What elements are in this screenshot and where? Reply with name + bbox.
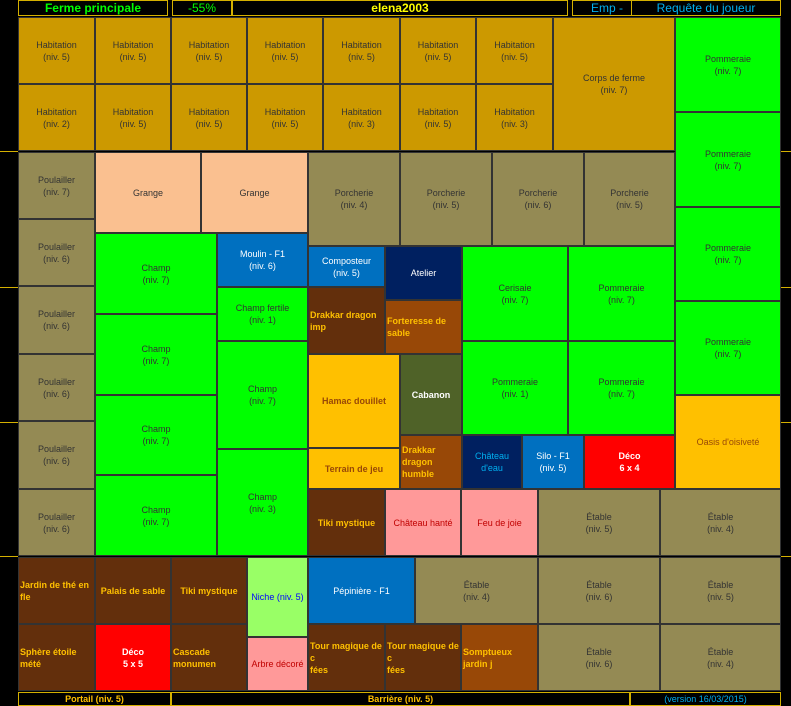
stable-tile[interactable]: Étable (niv. 5) <box>660 557 781 624</box>
deco-tile[interactable]: Sphère étoile mété <box>18 624 95 691</box>
grid-mark <box>781 151 791 152</box>
deco-tile[interactable]: Tiki mystique <box>308 489 385 556</box>
farmhouse-tile[interactable]: Corps de ferme (niv. 7) <box>553 17 675 151</box>
orchard-tile[interactable]: Pommeraie (niv. 7) <box>675 301 781 395</box>
habitation-tile[interactable]: Habitation (niv. 5) <box>95 17 171 84</box>
deco-tile[interactable]: Drakkar dragon imp <box>308 287 385 354</box>
habitation-tile[interactable]: Habitation (niv. 5) <box>18 17 95 84</box>
deco-tile[interactable]: Terrain de jeu <box>308 448 400 489</box>
stable-tile[interactable]: Étable (niv. 4) <box>660 489 781 556</box>
field-tile[interactable]: Champ (niv. 3) <box>217 449 308 556</box>
pigsty-tile[interactable]: Porcherie (niv. 5) <box>400 152 492 246</box>
deco-tile[interactable]: Hamac douillet <box>308 354 400 448</box>
deco-tile[interactable]: Feu de joie <box>461 489 538 556</box>
field-tile[interactable]: Champ (niv. 7) <box>95 314 217 395</box>
stable-tile[interactable]: Étable (niv. 6) <box>538 624 660 691</box>
grid-mark <box>781 422 791 423</box>
orchard-tile[interactable]: Pommeraie (niv. 7) <box>568 341 675 435</box>
chicken-coop-tile[interactable]: Poulailler (niv. 6) <box>18 489 95 556</box>
deco-tile[interactable]: Palais de sable <box>95 557 171 624</box>
field-tile[interactable]: Champ (niv. 7) <box>95 475 217 556</box>
deco-tile[interactable]: Tour magique de c fées <box>308 624 385 691</box>
shed-tile[interactable]: Cabanon <box>400 354 462 435</box>
composter-tile[interactable]: Composteur (niv. 5) <box>308 246 385 287</box>
emp-label: Emp - <box>572 0 642 16</box>
habitation-tile[interactable]: Habitation (niv. 5) <box>476 17 553 84</box>
chicken-coop-tile[interactable]: Poulailler (niv. 6) <box>18 219 95 286</box>
portal-label: Portail (niv. 5) <box>18 692 171 706</box>
workshop-tile[interactable]: Atelier <box>385 246 462 300</box>
player-name: elena2003 <box>232 0 568 16</box>
grid-mark <box>781 287 791 288</box>
barrier-label: Barrière (niv. 5) <box>171 692 630 706</box>
deco-tile[interactable]: Drakkar dragon humble <box>400 435 462 489</box>
deco-tile[interactable]: Cascade monumen <box>171 624 247 691</box>
silo-tile[interactable]: Silo - F1 (niv. 5) <box>522 435 584 489</box>
habitation-tile[interactable]: Habitation (niv. 5) <box>171 84 247 151</box>
water-tower-tile[interactable]: Château d'eau <box>462 435 522 489</box>
farm-title: Ferme principale <box>18 0 168 16</box>
stable-tile[interactable]: Étable (niv. 4) <box>415 557 538 624</box>
chicken-coop-tile[interactable]: Poulailler (niv. 7) <box>18 152 95 219</box>
barn-tile[interactable]: Grange <box>201 152 308 233</box>
pigsty-tile[interactable]: Porcherie (niv. 4) <box>308 152 400 246</box>
pigsty-tile[interactable]: Porcherie (niv. 5) <box>584 152 675 246</box>
field-tile[interactable]: Champ (niv. 7) <box>95 395 217 475</box>
nursery-tile[interactable]: Pépinière - F1 <box>308 557 415 624</box>
orchard-tile[interactable]: Pommeraie (niv. 1) <box>462 341 568 435</box>
player-request-button[interactable]: Requête du joueur <box>631 0 781 16</box>
stable-tile[interactable]: Étable (niv. 4) <box>660 624 781 691</box>
orchard-tile[interactable]: Pommeraie (niv. 7) <box>675 17 781 112</box>
stable-tile[interactable]: Étable (niv. 6) <box>538 557 660 624</box>
habitation-tile[interactable]: Habitation (niv. 2) <box>18 84 95 151</box>
mill-tile[interactable]: Moulin - F1 (niv. 6) <box>217 233 308 287</box>
barn-tile[interactable]: Grange <box>95 152 201 233</box>
deco-tile[interactable]: Oasis d'oisiveté <box>675 395 781 489</box>
habitation-tile[interactable]: Habitation (niv. 5) <box>95 84 171 151</box>
habitation-tile[interactable]: Habitation (niv. 5) <box>247 84 323 151</box>
grid-mark <box>0 422 18 423</box>
stable-tile[interactable]: Étable (niv. 5) <box>538 489 660 556</box>
habitation-tile[interactable]: Habitation (niv. 5) <box>400 84 476 151</box>
cherry-orchard-tile[interactable]: Cerisaie (niv. 7) <box>462 246 568 341</box>
field-tile[interactable]: Champ fertile (niv. 1) <box>217 287 308 341</box>
pigsty-tile[interactable]: Porcherie (niv. 6) <box>492 152 584 246</box>
grid-mark <box>781 556 791 557</box>
grid-mark <box>0 287 18 288</box>
deco-tile[interactable]: Somptueux jardin j <box>461 624 538 691</box>
field-tile[interactable]: Champ (niv. 7) <box>217 341 308 449</box>
habitation-tile[interactable]: Habitation (niv. 3) <box>476 84 553 151</box>
orchard-tile[interactable]: Pommeraie (niv. 7) <box>568 246 675 341</box>
deco-tile[interactable]: Tiki mystique <box>171 557 247 624</box>
orchard-tile[interactable]: Pommeraie (niv. 7) <box>675 207 781 301</box>
deco-tile[interactable]: Forteresse de sable <box>385 300 462 354</box>
grid-mark <box>0 151 18 152</box>
chicken-coop-tile[interactable]: Poulailler (niv. 6) <box>18 354 95 421</box>
version-label: (version 16/03/2015) <box>630 692 781 706</box>
deco-tile[interactable]: Château hanté <box>385 489 461 556</box>
habitation-tile[interactable]: Habitation (niv. 5) <box>247 17 323 84</box>
habitation-tile[interactable]: Habitation (niv. 3) <box>323 84 400 151</box>
chicken-coop-tile[interactable]: Poulailler (niv. 6) <box>18 286 95 354</box>
chicken-coop-tile[interactable]: Poulailler (niv. 6) <box>18 421 95 489</box>
grid-mark <box>0 556 18 557</box>
deco-tile[interactable]: Tour magique de c fées <box>385 624 461 691</box>
percent-label: -55% <box>172 0 232 16</box>
deco-placeholder-tile[interactable]: Déco 6 x 4 <box>584 435 675 489</box>
field-tile[interactable]: Champ (niv. 7) <box>95 233 217 314</box>
habitation-tile[interactable]: Habitation (niv. 5) <box>400 17 476 84</box>
deco-placeholder-tile[interactable]: Déco 5 x 5 <box>95 624 171 691</box>
habitation-tile[interactable]: Habitation (niv. 5) <box>323 17 400 84</box>
deco-tile[interactable]: Arbre décoré <box>247 637 308 691</box>
habitation-tile[interactable]: Habitation (niv. 5) <box>171 17 247 84</box>
deco-tile[interactable]: Jardin de thé en fle <box>18 557 95 624</box>
kennel-tile[interactable]: Niche (niv. 5) <box>247 557 308 637</box>
orchard-tile[interactable]: Pommeraie (niv. 7) <box>675 112 781 207</box>
